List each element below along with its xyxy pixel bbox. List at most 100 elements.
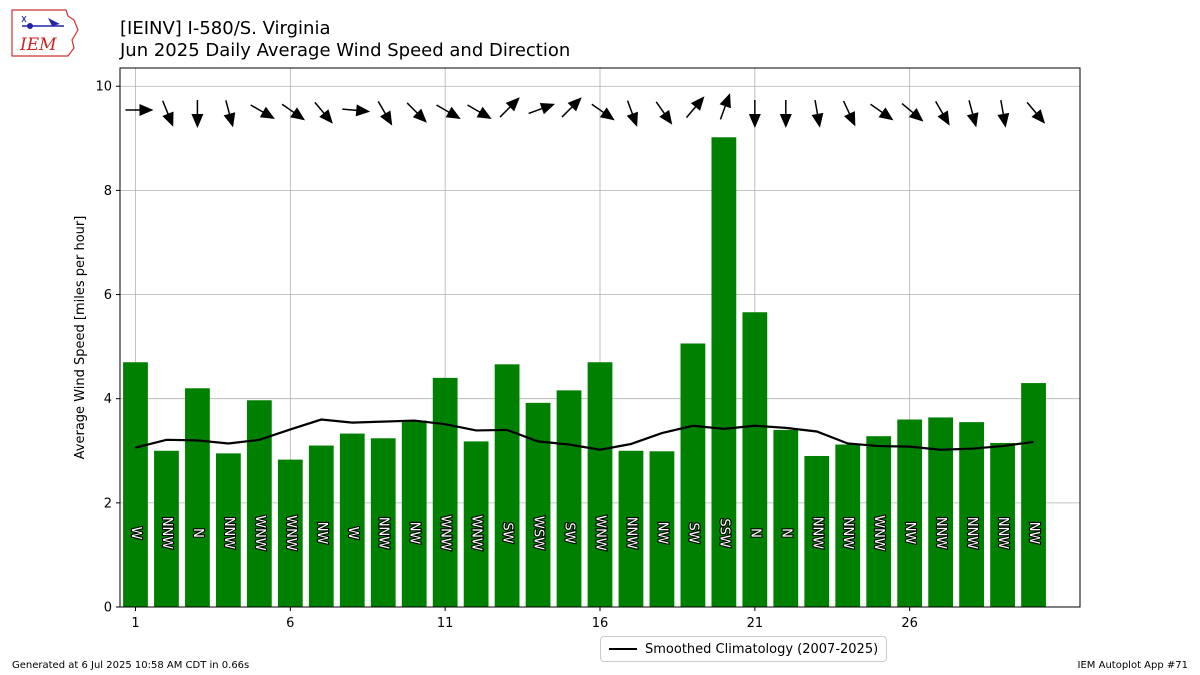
wind-arrow [685,96,705,119]
direction-label: WNW [252,515,267,551]
bar-day-13 [494,364,520,607]
wind-arrow [997,100,1010,128]
wind-arrow [1026,101,1046,124]
bar-day-17 [618,450,644,607]
legend-label: Smoothed Climatology (2007-2025) [645,641,879,657]
wind-arrow [250,104,275,119]
wind-arrow [499,97,520,118]
direction-label: WNW [283,515,298,551]
bar-day-30 [1021,383,1046,607]
bar-day-20 [711,137,737,607]
bar-day-15 [556,390,582,607]
x-tick-label: 26 [901,616,918,631]
direction-label: NW [407,522,422,545]
wind-arrow [870,103,894,121]
y-axis-label: Average Wind Speed [miles per hour] [73,216,88,460]
wind-arrow [779,100,792,128]
x-tick-label: 1 [131,616,139,631]
bar-day-9 [370,438,396,607]
direction-label: NNW [964,517,979,549]
wind-arrow [966,100,979,128]
bar-day-10 [401,420,427,607]
y-axis-ticks: 0 2 4 6 8 10 [95,80,120,616]
direction-label: NNW [995,517,1010,549]
legend: Smoothed Climatology (2007-2025) [600,636,888,662]
x-axis-ticks: 1 6 11 16 21 26 [131,607,918,631]
wind-arrow [223,100,236,128]
wind-arrow [406,102,427,123]
wind-arrow [719,93,731,120]
y-tick-label: 0 [104,601,112,616]
wind-arrow [901,102,924,122]
bar-day-16 [587,362,613,607]
x-tick-label: 16 [592,616,609,631]
direction-label: NNW [159,517,174,549]
wind-arrow [591,103,615,121]
bar-day-24 [835,444,861,607]
bar-day-8 [339,433,365,607]
wind-arrow [561,97,582,118]
direction-label: SW [500,522,515,543]
bar-day-19 [680,343,706,607]
bar-day-27 [928,417,954,607]
wind-arrow [162,100,174,127]
bar-day-29 [990,442,1015,607]
legend-line-swatch [609,648,637,650]
y-tick-label: 6 [104,288,112,303]
direction-label: W [128,527,143,540]
direction-label: WNW [469,515,484,551]
direction-label: NNW [840,517,855,549]
direction-label: NW [1026,522,1041,545]
bar-day-5 [246,400,272,607]
wind-arrow [436,104,461,119]
direction-label: NNW [809,517,824,549]
bar-day-6 [277,459,303,607]
bar-day-14 [525,402,551,607]
logo-text: IEM [19,35,57,55]
iem-logo: IEM [11,9,79,57]
wind-arrow [281,103,306,121]
bar-day-26 [897,419,923,607]
y-tick-label: 8 [104,184,112,199]
bar-day-4 [216,453,241,607]
bar-day-7 [308,445,334,607]
wind-arrow [811,100,824,128]
direction-label: NNW [376,517,391,549]
direction-labels: W NNW N NNW WNW WNW NW W NNW NW WNW WNW SW WSW SW WNW NN… [127,514,1042,552]
y-tick-label: 2 [104,496,112,511]
direction-label: NNW [623,517,638,549]
direction-label: NW [654,522,669,545]
bar-day-22 [773,429,799,607]
direction-label: WNW [593,515,608,551]
direction-label: NW [314,522,329,545]
bar-day-2 [154,450,179,607]
wind-arrow [377,100,393,126]
bar-day-23 [804,455,830,607]
direction-label: W [345,527,360,540]
direction-label: NNW [221,517,236,549]
bar-day-25 [866,436,892,607]
wind-arrow [191,100,204,128]
wind-arrow [842,100,856,127]
wind-arrow [655,101,673,125]
wind-arrow [342,104,371,117]
direction-label: N [778,528,793,538]
wind-arrow [748,100,761,128]
bar-day-18 [649,451,675,607]
direction-label: SW [562,522,577,543]
wind-arrow [528,102,555,115]
wind-arrow [934,100,950,126]
bar-day-28 [959,422,984,607]
app-label: IEM Autoplot App #71 [1077,660,1188,671]
direction-label: NNW [933,517,948,549]
wind-arrow [125,104,154,116]
y-tick-label: 10 [95,80,112,95]
y-tick-label: 4 [104,392,112,407]
direction-arrows [125,93,1046,128]
bar-day-21 [742,312,768,607]
x-tick-label: 11 [437,616,454,631]
direction-label: N [190,528,205,538]
bar-day-11 [432,377,458,607]
direction-label: WNW [438,515,453,551]
